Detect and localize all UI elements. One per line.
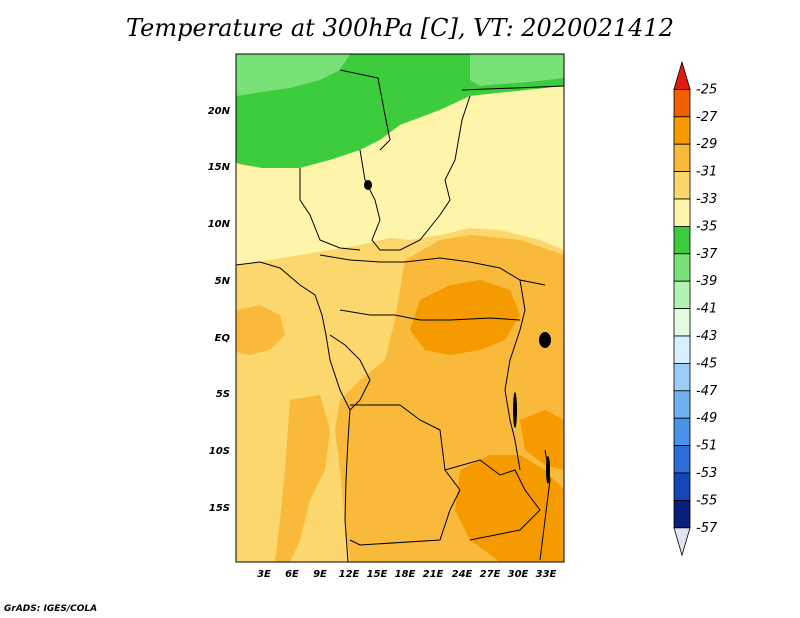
orange-region-coast bbox=[275, 395, 330, 562]
colorbar-label: -53 bbox=[696, 466, 717, 481]
colorbar-segment bbox=[673, 445, 691, 474]
cold-region-northeast bbox=[470, 54, 564, 86]
dark-orange-southeast bbox=[455, 455, 564, 562]
credit-label: GrADS: IGES/COLA bbox=[4, 604, 98, 614]
colorbar-segment bbox=[673, 472, 691, 501]
lon-label: 12E bbox=[339, 569, 360, 580]
border-zambia bbox=[444, 459, 541, 541]
colorbar-segment bbox=[673, 89, 691, 118]
border-nigeria bbox=[299, 168, 361, 251]
lon-label: 27E bbox=[480, 569, 501, 580]
colorbar-label: -41 bbox=[696, 302, 717, 317]
colorbar-segment bbox=[673, 60, 691, 90]
colorbar-segment bbox=[673, 171, 691, 200]
colorbar-label: -55 bbox=[696, 493, 717, 508]
colorbar-segment bbox=[673, 198, 691, 227]
dark-orange-east bbox=[520, 410, 564, 470]
border-chad bbox=[359, 95, 471, 251]
cold-region-northwest bbox=[236, 54, 350, 96]
colorbar: -25 -27 -29 -31 -33 -35 -37 -39 -41 -43 -45 -47 -49 -… bbox=[673, 60, 718, 557]
colorbar-segment bbox=[673, 116, 691, 145]
colorbar-segment bbox=[673, 417, 691, 447]
lat-label: 5S bbox=[216, 389, 230, 400]
lat-label: 15S bbox=[209, 503, 230, 514]
colorbar-segment bbox=[673, 362, 691, 392]
border-angola bbox=[349, 404, 461, 546]
colorbar-segment bbox=[673, 335, 691, 364]
coastline-west-africa bbox=[236, 261, 351, 562]
map-frame bbox=[235, 53, 565, 563]
lake-tanganyika bbox=[513, 392, 517, 428]
colorbar-segment bbox=[673, 527, 691, 557]
lon-label: 21E bbox=[423, 569, 444, 580]
boundaries bbox=[236, 69, 564, 562]
border-car bbox=[319, 254, 546, 286]
colorbar-label: -49 bbox=[696, 411, 717, 426]
map-area bbox=[236, 54, 564, 562]
latitude-axis: 20N 15N 10N 5N EQ 5S 10S 15S bbox=[208, 106, 231, 514]
colorbar-label: -39 bbox=[696, 274, 717, 289]
border-egypt bbox=[461, 85, 564, 91]
colorbar-label: -43 bbox=[696, 329, 717, 344]
lon-label: 3E bbox=[257, 569, 271, 580]
lat-label: 10N bbox=[208, 219, 231, 230]
border-east-africa bbox=[504, 279, 526, 471]
lat-label: EQ bbox=[215, 333, 231, 344]
lat-label: 15N bbox=[208, 162, 231, 173]
lon-label: 9E bbox=[313, 569, 327, 580]
lake-malawi bbox=[546, 456, 550, 484]
lon-label: 30E bbox=[508, 569, 529, 580]
colorbar-label: -51 bbox=[696, 439, 717, 454]
colorbar-segment bbox=[673, 225, 691, 255]
colorbar-label: -27 bbox=[696, 110, 718, 125]
lon-label: 24E bbox=[452, 569, 473, 580]
lakes bbox=[364, 180, 551, 484]
chart-title: Temperature at 300hPa [C], VT: 202002141… bbox=[126, 14, 674, 42]
lon-label: 33E bbox=[536, 569, 557, 580]
colorbar-label: -25 bbox=[696, 82, 717, 97]
colorbar-label: -31 bbox=[696, 165, 717, 180]
lon-label: 15E bbox=[367, 569, 388, 580]
border-libya-sudan bbox=[339, 69, 391, 151]
colorbar-label: -57 bbox=[696, 521, 718, 536]
border-congo-north bbox=[339, 309, 521, 321]
colorbar-label: -45 bbox=[696, 356, 717, 371]
colorbar-segment bbox=[673, 390, 691, 419]
colorbar-segment bbox=[673, 280, 691, 310]
lon-label: 6E bbox=[285, 569, 299, 580]
yellow-band bbox=[236, 86, 564, 265]
colorbar-segment bbox=[673, 308, 691, 337]
lat-label: 5N bbox=[215, 276, 231, 287]
lake-victoria bbox=[539, 332, 551, 348]
colorbar-label: -37 bbox=[696, 247, 718, 262]
dark-orange-congo bbox=[410, 280, 520, 355]
colorbar-segment bbox=[673, 253, 691, 282]
lake-chad bbox=[364, 180, 372, 190]
colorbar-label: -33 bbox=[696, 192, 717, 207]
lat-label: 20N bbox=[208, 106, 231, 117]
border-drc-west bbox=[329, 334, 371, 411]
longitude-axis: 3E 6E 9E 12E 15E 18E 21E 24E 27E 30E 33E bbox=[257, 569, 556, 580]
colorbar-segment bbox=[673, 499, 691, 529]
colorbar-label: -29 bbox=[696, 137, 717, 152]
colorbar-label: -35 bbox=[696, 219, 717, 234]
lon-label: 18E bbox=[395, 569, 416, 580]
lat-label: 10S bbox=[209, 446, 230, 457]
colorbar-segment bbox=[673, 143, 691, 172]
colorbar-label: -47 bbox=[696, 384, 718, 399]
orange-region-west bbox=[236, 305, 285, 355]
